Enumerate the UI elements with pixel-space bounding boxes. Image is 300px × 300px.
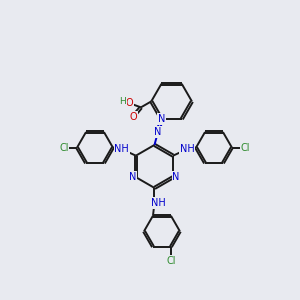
Text: NH: NH bbox=[114, 144, 129, 154]
Text: Cl: Cl bbox=[59, 142, 69, 152]
Text: N: N bbox=[172, 172, 180, 182]
Text: N: N bbox=[129, 172, 137, 182]
Text: N: N bbox=[158, 114, 165, 124]
Text: N: N bbox=[154, 127, 162, 137]
Text: NH: NH bbox=[151, 198, 165, 208]
Text: Cl: Cl bbox=[240, 142, 250, 152]
Text: O: O bbox=[130, 112, 137, 122]
Text: Cl: Cl bbox=[166, 256, 176, 266]
Text: NH: NH bbox=[180, 144, 194, 154]
Text: O: O bbox=[126, 98, 134, 109]
Text: H: H bbox=[119, 97, 126, 106]
